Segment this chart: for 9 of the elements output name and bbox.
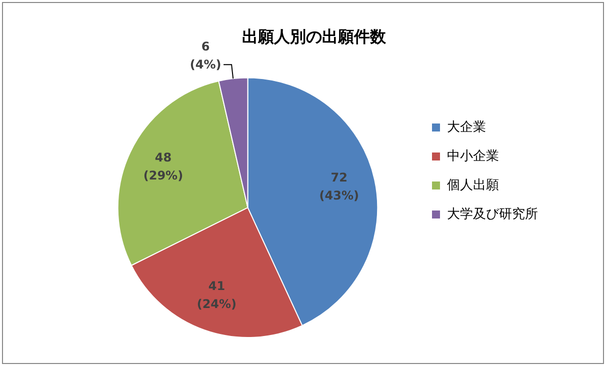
data-label: 41 (24%) — [196, 278, 237, 311]
data-label: 6 (4%) — [190, 40, 222, 72]
chart-title: 出願人別の出願件数 — [242, 26, 387, 46]
legend-label: 中小企業 — [447, 148, 499, 164]
data-label: 48 (29%) — [143, 150, 184, 183]
legend-label: 大学及び研究所 — [447, 206, 538, 222]
legend-label: 大企業 — [447, 120, 486, 135]
legend-label: 個人出願 — [447, 178, 499, 193]
data-label: 72 (43%) — [319, 170, 359, 203]
